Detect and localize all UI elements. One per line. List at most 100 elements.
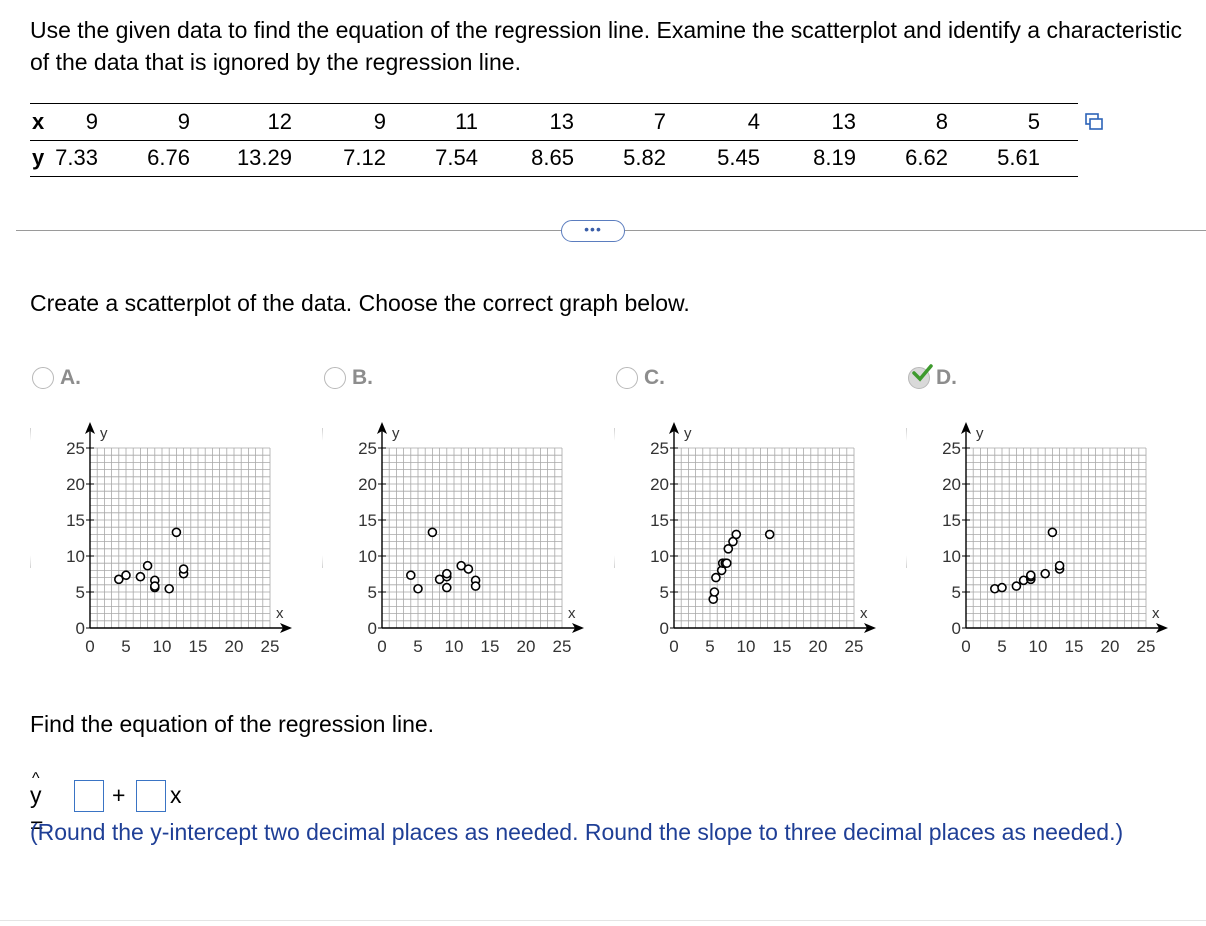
data-point <box>442 582 452 593</box>
data-point <box>413 583 423 594</box>
table-cell-x-9: 13 <box>831 109 856 134</box>
rounding-note: (Round the y-intercept two decimal place… <box>30 819 1124 845</box>
choice-label-c: C. <box>644 366 665 389</box>
radio-d[interactable] <box>908 364 933 389</box>
table-cell-x-4: 9 <box>373 109 386 134</box>
data-point <box>171 527 182 538</box>
intercept-input[interactable] <box>74 780 104 812</box>
data-point <box>721 558 732 568</box>
data-point <box>470 581 481 591</box>
x-tick-label: 15 <box>481 637 500 656</box>
table-cell-y-6: 8.65 <box>531 145 574 170</box>
choice-label-a: A. <box>60 366 81 389</box>
data-point <box>135 571 146 582</box>
table-cell-y-5: 7.54 <box>435 145 478 170</box>
y-tick-label: 15 <box>650 511 669 530</box>
y-tick-label: 5 <box>660 583 669 602</box>
radio-a[interactable] <box>32 367 54 389</box>
y-axis-label: y <box>976 425 984 442</box>
x-axis-arrow <box>1156 623 1168 633</box>
y-tick-label: 0 <box>76 619 85 638</box>
radio-b[interactable] <box>324 367 346 389</box>
data-point <box>442 568 452 579</box>
choice-b[interactable]: B. <box>324 366 373 390</box>
graph-c[interactable]: 0 5 10 15 20 25 0 5 10 15 20 25 x y <box>614 408 904 668</box>
table-cell-y-1: 7.33 <box>55 145 98 170</box>
data-point <box>764 529 775 540</box>
table-cell-x-7: 7 <box>653 109 666 134</box>
x-tick-label: 0 <box>961 637 970 656</box>
x-tick-label: 15 <box>189 637 208 656</box>
table-row-divider <box>30 140 1078 141</box>
y-tick-label: 15 <box>66 511 85 530</box>
x-axis-label: x <box>276 605 284 622</box>
table-cell-x-6: 13 <box>549 109 574 134</box>
table-cell-y-10: 6.62 <box>905 145 948 170</box>
data-point <box>709 587 720 597</box>
copy-table-icon[interactable] <box>1084 112 1104 132</box>
x-tick-label: 10 <box>737 637 756 656</box>
more-button[interactable]: ••• <box>561 220 625 242</box>
y-tick-label: 5 <box>952 583 961 602</box>
choice-d[interactable]: D. <box>908 364 957 390</box>
choice-c[interactable]: C. <box>616 366 665 390</box>
plus-sign: + <box>112 782 126 808</box>
data-point <box>1026 570 1036 581</box>
x-tick-label: 5 <box>121 637 130 656</box>
checkmark-icon <box>912 364 933 382</box>
data-point <box>178 564 189 574</box>
x-tick-label: 5 <box>997 637 1006 656</box>
y-axis-label: y <box>100 425 108 442</box>
table-cell-x-10: 8 <box>935 109 948 134</box>
y-tick-label: 25 <box>942 439 961 458</box>
data-point <box>406 570 416 581</box>
data-point <box>731 529 742 540</box>
data-point <box>164 583 174 594</box>
y-axis-arrow <box>961 422 971 434</box>
radio-c[interactable] <box>616 367 638 389</box>
x-tick-label: 0 <box>377 637 386 656</box>
y-tick-label: 15 <box>358 511 377 530</box>
x-axis-label: x <box>1152 605 1160 622</box>
y-row-label: y <box>32 145 45 170</box>
y-tick-label: 10 <box>358 547 377 566</box>
y-tick-label: 20 <box>66 475 85 494</box>
table-cell-y-2: 6.76 <box>147 145 190 170</box>
y-tick-label: 0 <box>368 619 377 638</box>
x-tick-label: 15 <box>1065 637 1084 656</box>
data-point <box>997 582 1007 593</box>
slope-input[interactable] <box>136 780 166 812</box>
y-axis-arrow <box>85 422 95 434</box>
x-tick-label: 20 <box>1101 637 1120 656</box>
y-tick-label: 10 <box>650 547 669 566</box>
graph-b[interactable]: 0 5 10 15 20 25 0 5 10 15 20 25 x y <box>322 408 612 668</box>
data-point <box>1011 581 1022 591</box>
x-tick-label: 25 <box>1137 637 1156 656</box>
data-point <box>1047 527 1058 538</box>
graph-a[interactable]: 0 5 10 15 20 25 0 5 10 15 20 25 x y <box>30 408 320 668</box>
choice-a[interactable]: A. <box>32 366 81 390</box>
choice-label-d: D. <box>936 366 957 389</box>
x-tick-label: 10 <box>1029 637 1048 656</box>
choice-label-b: B. <box>352 366 373 389</box>
y-axis-label: y <box>392 425 400 442</box>
table-cell-y-7: 5.82 <box>623 145 666 170</box>
y-tick-label: 25 <box>650 439 669 458</box>
y-tick-label: 5 <box>368 583 377 602</box>
table-cell-y-3: 13.29 <box>236 145 292 170</box>
y-tick-label: 0 <box>952 619 961 638</box>
hat-symbol: ^ <box>32 770 40 787</box>
x-tick-label: 20 <box>225 637 244 656</box>
grid <box>381 447 563 629</box>
x-tick-label: 0 <box>669 637 678 656</box>
graph-d[interactable]: 0 5 10 15 20 25 0 5 10 15 20 25 x y <box>906 408 1196 668</box>
data-point <box>121 570 131 581</box>
table-cell-x-11: 5 <box>1027 109 1040 134</box>
table-cell-x-1: 9 <box>85 109 98 134</box>
x-axis-arrow <box>572 623 584 633</box>
x-tick-label: 5 <box>413 637 422 656</box>
find-equation-text: Find the equation of the regression line… <box>30 711 435 737</box>
instruction-text: Create a scatterplot of the data. Choose… <box>30 290 690 316</box>
grid <box>673 447 855 629</box>
x-row-label: x <box>32 109 45 134</box>
